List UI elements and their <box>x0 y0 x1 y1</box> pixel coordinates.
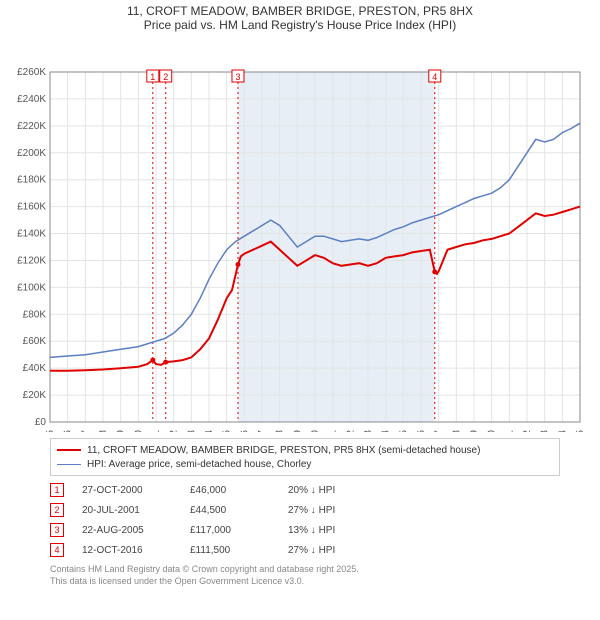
y-tick-label: £40K <box>23 363 47 374</box>
x-tick-label: 2005 <box>222 430 233 432</box>
x-tick-label: 1995 <box>45 430 56 432</box>
footer-attribution: Contains HM Land Registry data © Crown c… <box>50 564 560 587</box>
x-tick-label: 2004 <box>204 430 215 432</box>
x-tick-label: 1998 <box>98 430 109 432</box>
x-tick-label: 2007 <box>257 430 268 432</box>
x-tick-label: 2006 <box>239 430 250 432</box>
sale-dot <box>163 360 168 365</box>
x-tick-label: 2019 <box>469 430 480 432</box>
title-line-1: 11, CROFT MEADOW, BAMBER BRIDGE, PRESTON… <box>0 4 600 18</box>
sale-row-price: £46,000 <box>190 485 270 496</box>
y-tick-label: £0 <box>35 417 47 428</box>
x-tick-label: 2018 <box>451 430 462 432</box>
chart-svg: £0 £20K £40K £60K £80K £100K £120K £140K £160K £1… <box>0 32 600 432</box>
legend: 11, CROFT MEADOW, BAMBER BRIDGE, PRESTON… <box>50 438 560 476</box>
y-tick-label: £100K <box>17 282 46 293</box>
x-tick-label: 2017 <box>434 430 445 432</box>
y-tick-label: £60K <box>23 336 47 347</box>
chart-container: 11, CROFT MEADOW, BAMBER BRIDGE, PRESTON… <box>0 0 600 587</box>
x-tick-label: 2009 <box>292 430 303 432</box>
sale-marker-number: 2 <box>163 72 168 82</box>
x-tick-label: 2021 <box>504 430 515 432</box>
y-tick-label: £220K <box>17 121 46 132</box>
sale-row-hpi: 13% ↓ HPI <box>288 525 378 536</box>
sale-row-marker: 2 <box>50 503 64 517</box>
sale-row-marker: 3 <box>50 523 64 537</box>
legend-swatch <box>57 464 81 465</box>
sale-dot <box>432 269 437 274</box>
y-tick-label: £160K <box>17 202 46 213</box>
sale-row-hpi: 27% ↓ HPI <box>288 545 378 556</box>
footer-line-2: This data is licensed under the Open Gov… <box>50 576 560 588</box>
x-tick-label: 1997 <box>80 430 91 432</box>
x-tick-label: 2015 <box>398 430 409 432</box>
sales-table: 1 27-OCT-2000 £46,000 20% ↓ HPI 2 20-JUL-2001… <box>50 480 560 560</box>
y-tick-label: £80K <box>23 309 47 320</box>
sale-row-price: £111,500 <box>190 545 270 556</box>
x-tick-label: 2024 <box>557 430 568 432</box>
sale-row: 4 12-OCT-2016 £111,500 27% ↓ HPI <box>50 540 560 560</box>
y-tick-label: £180K <box>17 175 46 186</box>
chart-plot-area: £0 £20K £40K £60K £80K £100K £120K £140K £160K £1… <box>0 32 600 432</box>
sale-row-hpi: 27% ↓ HPI <box>288 505 378 516</box>
sale-row-marker: 4 <box>50 543 64 557</box>
sale-row: 3 22-AUG-2005 £117,000 13% ↓ HPI <box>50 520 560 540</box>
x-tick-label: 2025 <box>575 430 586 432</box>
legend-row: HPI: Average price, semi-detached house,… <box>57 457 553 471</box>
sale-row: 2 20-JUL-2001 £44,500 27% ↓ HPI <box>50 500 560 520</box>
x-tick-label: 2022 <box>522 430 533 432</box>
sale-marker-number: 3 <box>235 72 240 82</box>
x-tick-label: 2002 <box>169 430 180 432</box>
sale-row-hpi: 20% ↓ HPI <box>288 485 378 496</box>
y-tick-label: £140K <box>17 229 46 240</box>
y-tick-label: £120K <box>17 255 46 266</box>
x-tick-label: 2013 <box>363 430 374 432</box>
sale-row-marker: 1 <box>50 483 64 497</box>
y-tick-label: £20K <box>23 390 47 401</box>
legend-row: 11, CROFT MEADOW, BAMBER BRIDGE, PRESTON… <box>57 443 553 457</box>
titles: 11, CROFT MEADOW, BAMBER BRIDGE, PRESTON… <box>0 0 600 32</box>
legend-label: 11, CROFT MEADOW, BAMBER BRIDGE, PRESTON… <box>87 445 480 456</box>
sale-row: 1 27-OCT-2000 £46,000 20% ↓ HPI <box>50 480 560 500</box>
y-tick-label: £200K <box>17 148 46 159</box>
sale-marker-number: 4 <box>432 72 437 82</box>
x-tick-label: 2016 <box>416 430 427 432</box>
sale-dot <box>235 262 240 267</box>
x-tick-label: 2008 <box>275 430 286 432</box>
sale-row-date: 12-OCT-2016 <box>82 545 172 556</box>
x-tick-label: 1996 <box>63 430 74 432</box>
x-tick-label: 2001 <box>151 430 162 432</box>
x-tick-label: 2023 <box>540 430 551 432</box>
title-line-2: Price paid vs. HM Land Registry's House … <box>0 18 600 32</box>
y-tick-label: £240K <box>17 94 46 105</box>
x-tick-label: 2020 <box>487 430 498 432</box>
x-tick-label: 2012 <box>345 430 356 432</box>
x-tick-label: 2014 <box>381 430 392 432</box>
sale-row-date: 27-OCT-2000 <box>82 485 172 496</box>
sale-row-date: 22-AUG-2005 <box>82 525 172 536</box>
footer-line-1: Contains HM Land Registry data © Crown c… <box>50 564 560 576</box>
x-tick-label: 1999 <box>116 430 127 432</box>
sale-marker-number: 1 <box>150 72 155 82</box>
x-tick-label: 2000 <box>133 430 144 432</box>
legend-label: HPI: Average price, semi-detached house,… <box>87 459 311 470</box>
sale-row-price: £44,500 <box>190 505 270 516</box>
x-tick-label: 2003 <box>186 430 197 432</box>
sale-row-price: £117,000 <box>190 525 270 536</box>
x-tick-label: 2011 <box>328 430 339 432</box>
x-tick-label: 2010 <box>310 430 321 432</box>
sale-dot <box>150 358 155 363</box>
sale-row-date: 20-JUL-2001 <box>82 505 172 516</box>
y-tick-label: £260K <box>17 67 46 78</box>
legend-swatch <box>57 449 81 451</box>
